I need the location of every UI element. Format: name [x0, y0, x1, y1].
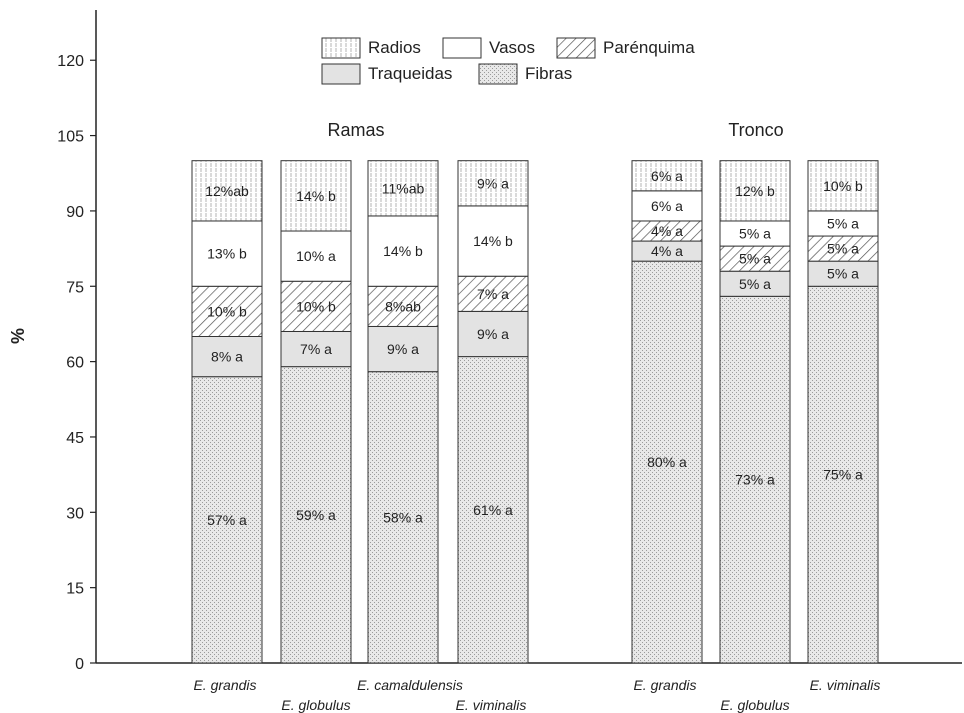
legend-label-radios: Radios: [368, 38, 421, 57]
bar-segment-fibras: [631, 260, 703, 664]
legend-label-fibras: Fibras: [525, 64, 572, 83]
data-label-par-nquima: 8%ab: [385, 298, 421, 314]
bar-segment-vasos: [807, 210, 879, 237]
bar-segment-radios: [280, 160, 352, 232]
legend-label-vasos: Vasos: [489, 38, 535, 57]
data-label-traqueidas: 9% a: [477, 326, 509, 342]
data-label-traqueidas: 5% a: [739, 276, 771, 292]
legend: Radios Vasos Parénquima Traqueidas Fibras: [321, 37, 695, 85]
data-label-par-nquima: 5% a: [739, 251, 771, 267]
bar-segment-par-nquima: [367, 285, 439, 327]
bar-segment-traqueidas: [191, 336, 263, 378]
legend-label-par-nquima: Parénquima: [603, 38, 695, 57]
data-label-fibras: 80% a: [647, 454, 687, 470]
data-label-par-nquima: 7% a: [477, 286, 509, 302]
x-category-label: E. grandis: [193, 677, 256, 693]
bar-segment-traqueidas: [807, 260, 879, 287]
bar-segment-traqueidas: [367, 325, 439, 373]
x-category-label: E. globulus: [281, 697, 350, 713]
y-tick-label: 45: [66, 430, 84, 447]
bar-segment-traqueidas: [719, 270, 791, 297]
data-label-traqueidas: 7% a: [300, 341, 332, 357]
data-label-vasos: 13% b: [207, 246, 247, 262]
data-label-vasos: 5% a: [827, 215, 859, 231]
data-label-fibras: 61% a: [473, 502, 513, 518]
data-label-par-nquima: 4% a: [651, 223, 683, 239]
data-label-vasos: 6% a: [651, 198, 683, 214]
data-label-par-nquima: 5% a: [827, 241, 859, 257]
legend-swatch-par-nquima: [556, 37, 596, 59]
y-tick-label: 0: [75, 656, 84, 673]
data-label-traqueidas: 9% a: [387, 341, 419, 357]
group-label-tronco: Tronco: [728, 120, 783, 140]
data-label-fibras: 58% a: [383, 509, 423, 525]
data-label-radios: 11%ab: [382, 180, 425, 196]
data-label-fibras: 57% a: [207, 512, 247, 528]
bar-segment-vasos: [457, 205, 529, 277]
bar-segment-par-nquima: [280, 280, 352, 332]
data-label-vasos: 14% b: [473, 233, 513, 249]
bar-segment-vasos: [719, 220, 791, 247]
labels: 57% a 8% a 10% b 13% b 12%ab 59% a 7% a 10% b 10…: [193, 120, 880, 713]
y-axis-title: %: [8, 328, 28, 344]
x-category-label: E. grandis: [633, 677, 696, 693]
y-tick-label: 60: [66, 355, 84, 372]
y-tick-label: 75: [66, 279, 84, 296]
data-label-fibras: 59% a: [296, 507, 336, 523]
bar-segment-par-nquima: [457, 275, 529, 312]
data-label-fibras: 73% a: [735, 472, 775, 488]
data-label-radios: 10% b: [823, 178, 863, 194]
bars: [191, 160, 879, 664]
bar-segment-par-nquima: [807, 235, 879, 262]
legend-label-traqueidas: Traqueidas: [368, 64, 452, 83]
bar-segment-fibras: [280, 366, 352, 664]
x-category-label: E. camaldulensis: [357, 677, 463, 693]
y-tick-label: 15: [66, 581, 84, 598]
x-category-label: E. viminalis: [810, 677, 881, 693]
bar-segment-vasos: [191, 220, 263, 287]
x-category-label: E. viminalis: [456, 697, 527, 713]
data-label-fibras: 75% a: [823, 467, 863, 483]
legend-swatch-radios: [321, 37, 361, 59]
x-category-label: E. globulus: [720, 697, 789, 713]
data-label-vasos: 14% b: [383, 243, 423, 259]
y-tick-label: 30: [66, 505, 84, 522]
data-label-radios: 14% b: [296, 188, 336, 204]
bar-segment-fibras: [367, 371, 439, 664]
bar-segment-traqueidas: [457, 310, 529, 358]
data-label-radios: 6% a: [651, 168, 683, 184]
y-tick-label: 120: [57, 53, 84, 70]
y-tick-label: 90: [66, 204, 84, 221]
data-label-traqueidas: 4% a: [651, 243, 683, 259]
data-label-par-nquima: 10% b: [296, 298, 336, 314]
y-tick-label: 105: [57, 129, 84, 146]
legend-swatch-traqueidas: [321, 63, 361, 85]
data-label-par-nquima: 10% b: [207, 303, 247, 319]
data-label-radios: 9% a: [477, 175, 509, 191]
data-label-radios: 12% b: [735, 183, 775, 199]
bar-segment-par-nquima: [719, 245, 791, 272]
bar-segment-fibras: [457, 356, 529, 664]
bar-segment-radios: [631, 160, 703, 192]
data-label-radios: 12%ab: [205, 183, 249, 199]
data-label-vasos: 5% a: [739, 226, 771, 242]
bar-segment-fibras: [191, 376, 263, 664]
bar-segment-radios: [457, 160, 529, 207]
bar-segment-radios: [191, 160, 263, 222]
data-label-vasos: 10% a: [296, 248, 336, 264]
group-label-ramas: Ramas: [327, 120, 384, 140]
bar-segment-vasos: [631, 190, 703, 222]
bar-segment-fibras: [719, 295, 791, 664]
data-label-traqueidas: 5% a: [827, 266, 859, 282]
bar-segment-radios: [807, 160, 879, 212]
legend-swatch-fibras: [478, 63, 518, 85]
legend-swatch-vasos: [442, 37, 482, 59]
bar-segment-fibras: [807, 285, 879, 664]
bar-segment-radios: [367, 160, 439, 217]
bar-segment-vasos: [367, 215, 439, 287]
bar-segment-radios: [719, 160, 791, 222]
data-label-traqueidas: 8% a: [211, 349, 243, 365]
